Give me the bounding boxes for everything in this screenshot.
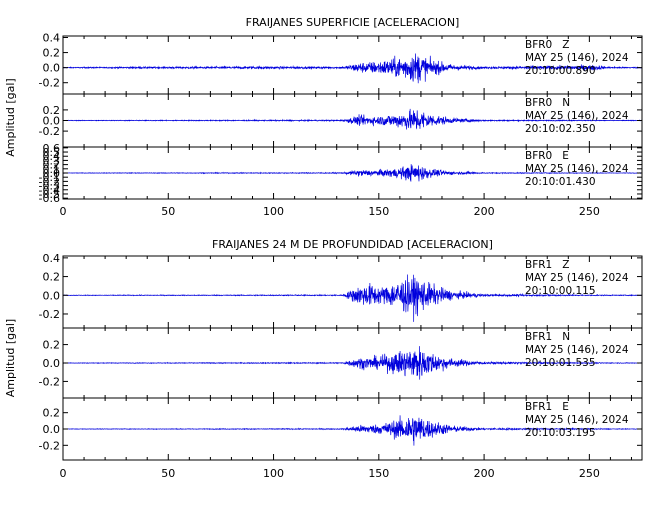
x-tick-label: 100 bbox=[263, 467, 284, 480]
x-tick-label: 200 bbox=[474, 205, 495, 218]
station-label: BFR0 E bbox=[525, 150, 569, 162]
seismogram-trace bbox=[62, 108, 643, 130]
date-label: MAY 25 (146), 2024 bbox=[525, 272, 629, 284]
date-label: MAY 25 (146), 2024 bbox=[525, 344, 629, 356]
y-tick-label: 0.2 bbox=[43, 47, 61, 60]
time-label: 20:10:00.115 bbox=[525, 285, 596, 297]
y-tick-label: -0.2 bbox=[39, 125, 60, 138]
y-tick-label: 0.4 bbox=[43, 32, 61, 45]
y-tick-label: 0.4 bbox=[43, 150, 61, 163]
y-tick-label: 0.6 bbox=[43, 142, 61, 155]
y-tick-label: -0.2 bbox=[39, 439, 60, 452]
y-axis-label: Amplitud [gal] bbox=[4, 319, 17, 397]
y-tick-label: 0.2 bbox=[43, 271, 61, 284]
station-label: BFR0 N bbox=[525, 97, 570, 109]
y-tick-label: 0.5 bbox=[43, 146, 61, 159]
station-label: BFR0 Z bbox=[525, 39, 569, 51]
y-tick-label: 0.0 bbox=[43, 423, 61, 436]
date-label: MAY 25 (146), 2024 bbox=[525, 414, 629, 426]
x-tick-label: 50 bbox=[161, 205, 175, 218]
y-tick-label: 0.0 bbox=[43, 357, 61, 370]
x-tick-label: 250 bbox=[579, 205, 600, 218]
seismogram-trace bbox=[62, 415, 643, 446]
chart-title: FRAIJANES SUPERFICIE [ACELERACION] bbox=[246, 16, 460, 29]
time-label: 20:10:00.890 bbox=[525, 65, 596, 77]
seismogram-trace bbox=[62, 274, 643, 322]
y-tick-label: -0.2 bbox=[39, 175, 60, 188]
x-tick-label: 200 bbox=[474, 467, 495, 480]
y-tick-label: 0.0 bbox=[43, 62, 61, 75]
station-label: BFR1 E bbox=[525, 401, 569, 413]
y-tick-label: 0.2 bbox=[43, 407, 61, 420]
x-tick-label: 0 bbox=[60, 205, 67, 218]
y-tick-label: -0.6 bbox=[39, 192, 60, 205]
time-label: 20:10:02.350 bbox=[525, 123, 596, 135]
y-tick-label: -0.2 bbox=[39, 375, 60, 388]
y-tick-label: -0.2 bbox=[39, 77, 60, 90]
x-tick-label: 50 bbox=[161, 467, 175, 480]
x-tick-label: 100 bbox=[263, 205, 284, 218]
y-tick-label: 0.1 bbox=[43, 163, 61, 176]
y-tick-label: -0.4 bbox=[39, 184, 60, 197]
station-label: BFR1 Z bbox=[525, 259, 569, 271]
y-tick-label: -0.3 bbox=[39, 180, 60, 193]
y-tick-label: 0.4 bbox=[43, 252, 61, 265]
x-tick-label: 150 bbox=[368, 467, 389, 480]
time-label: 20:10:03.195 bbox=[525, 427, 596, 439]
station-label: BFR1 N bbox=[525, 331, 570, 343]
date-label: MAY 25 (146), 2024 bbox=[525, 52, 629, 64]
seismogram-trace bbox=[62, 164, 643, 182]
chart-title: FRAIJANES 24 M DE PROFUNDIDAD [ACELERACI… bbox=[212, 238, 493, 251]
y-tick-label: 0.2 bbox=[43, 159, 61, 172]
y-tick-label: 0.2 bbox=[43, 104, 61, 117]
seismogram-trace bbox=[62, 53, 643, 84]
time-label: 20:10:01.430 bbox=[525, 176, 596, 188]
x-tick-label: 250 bbox=[579, 467, 600, 480]
y-tick-label: 0.0 bbox=[43, 115, 61, 128]
y-axis-label: Amplitud [gal] bbox=[4, 78, 17, 156]
date-label: MAY 25 (146), 2024 bbox=[525, 110, 629, 122]
y-tick-label: -0.5 bbox=[39, 188, 60, 201]
y-tick-label: 0.2 bbox=[43, 339, 61, 352]
time-label: 20:10:01.535 bbox=[525, 357, 596, 369]
x-tick-label: 150 bbox=[368, 205, 389, 218]
seismogram-trace bbox=[62, 346, 643, 380]
y-tick-label: 0.3 bbox=[43, 154, 61, 167]
y-tick-label: -0.1 bbox=[39, 171, 60, 184]
date-label: MAY 25 (146), 2024 bbox=[525, 163, 629, 175]
y-tick-label: 0.0 bbox=[43, 167, 61, 180]
y-tick-label: 0.0 bbox=[43, 289, 61, 302]
y-tick-label: -0.2 bbox=[39, 308, 60, 321]
x-tick-label: 0 bbox=[60, 467, 67, 480]
